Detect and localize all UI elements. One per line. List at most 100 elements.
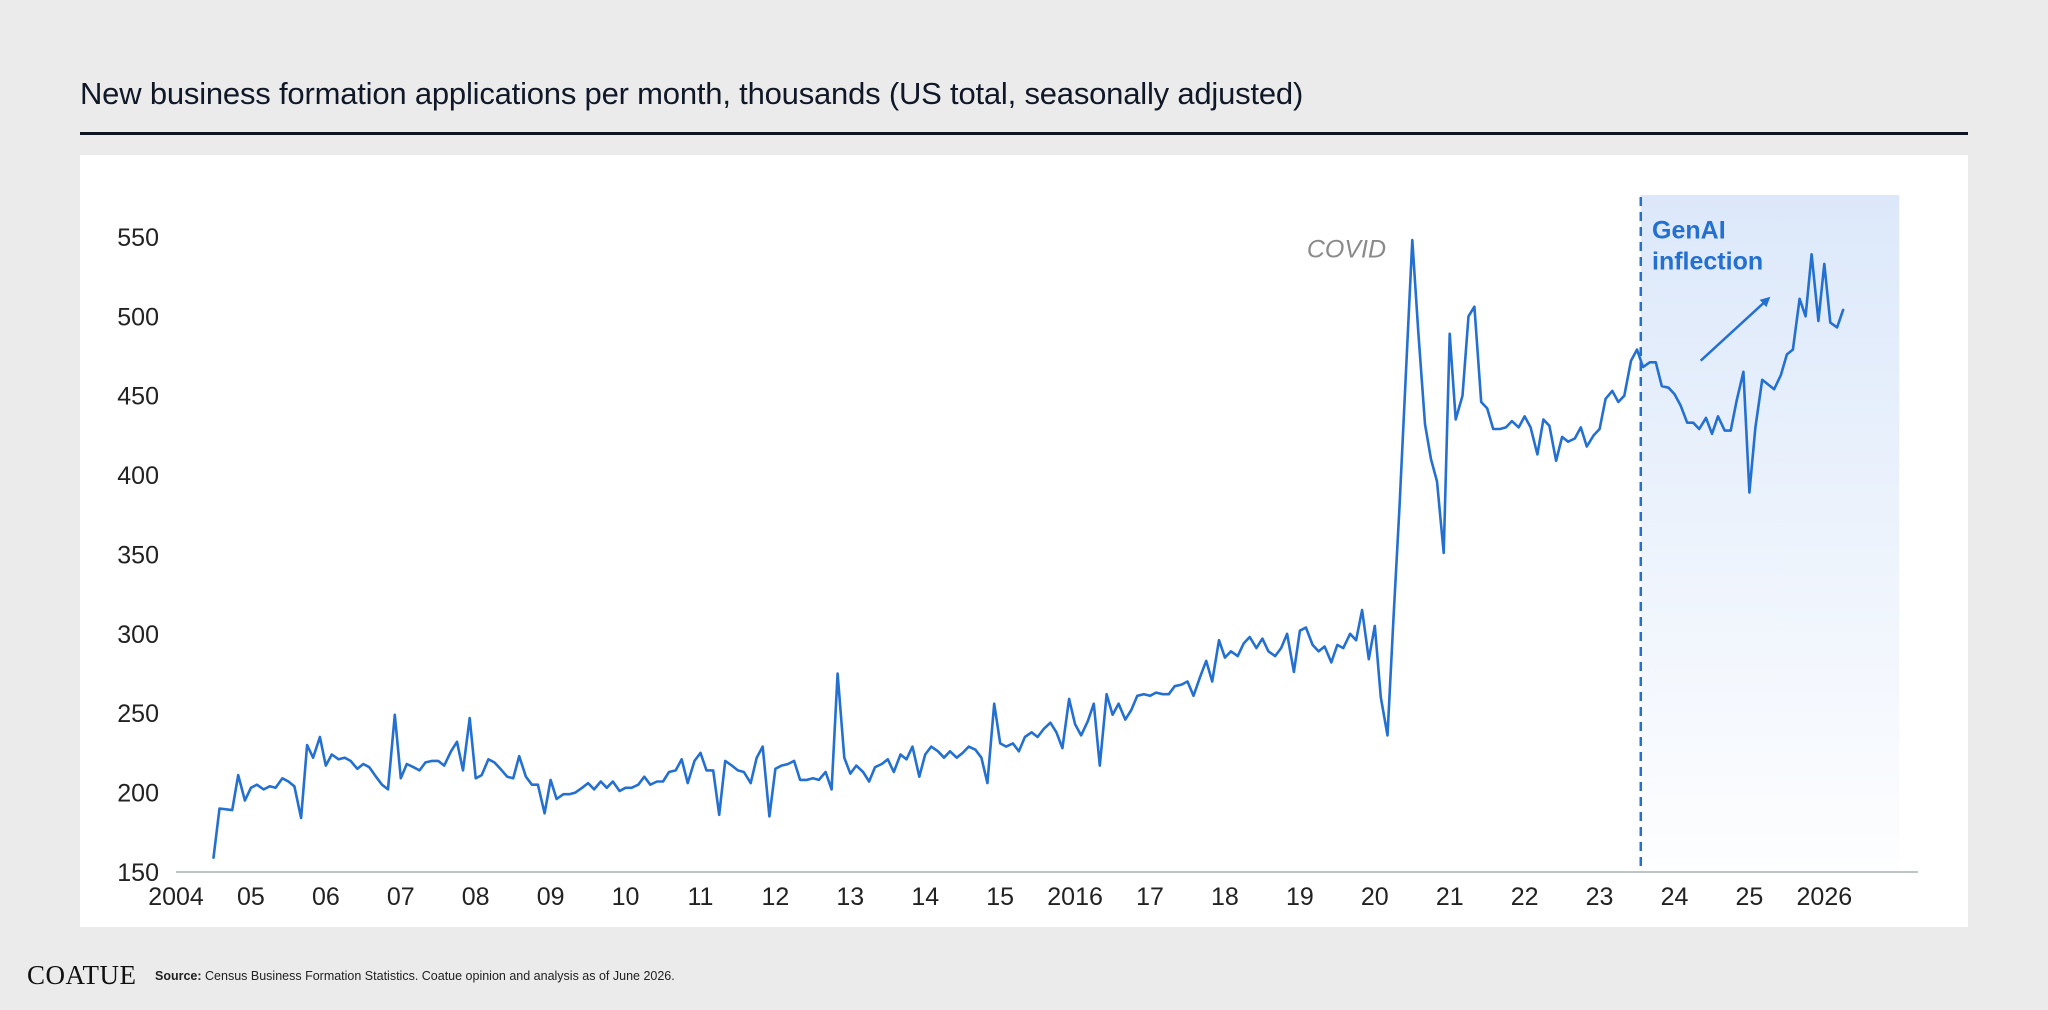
- data-point: [431, 760, 433, 762]
- data-point: [1186, 680, 1188, 682]
- data-point: [637, 784, 639, 786]
- data-point: [274, 787, 276, 789]
- data-point: [1036, 736, 1038, 738]
- data-point: [1030, 731, 1032, 733]
- data-point: [1087, 720, 1089, 722]
- data-point: [212, 857, 214, 859]
- source-note: Source: Census Business Formation Statis…: [155, 969, 675, 983]
- x-tick-label: 21: [1436, 883, 1464, 911]
- data-point: [830, 788, 832, 790]
- data-point: [337, 758, 339, 760]
- data-point: [312, 757, 314, 759]
- series-line: [212, 238, 1845, 859]
- data-point: [424, 761, 426, 763]
- data-point: [525, 776, 527, 778]
- data-point: [1817, 320, 1819, 322]
- data-point: [812, 777, 814, 779]
- data-point: [1230, 650, 1232, 652]
- data-point: [1336, 644, 1338, 646]
- y-tick-label: 300: [117, 621, 159, 649]
- data-point: [1724, 429, 1726, 431]
- data-point: [881, 763, 883, 765]
- data-point: [1505, 426, 1507, 428]
- data-point: [499, 768, 501, 770]
- data-point: [469, 717, 471, 719]
- x-tick-label: 2004: [148, 883, 204, 911]
- x-tick-label: 09: [537, 883, 565, 911]
- data-point: [643, 776, 645, 778]
- data-point: [930, 745, 932, 747]
- data-point: [1536, 453, 1538, 455]
- data-point: [905, 758, 907, 760]
- data-point: [1692, 422, 1694, 424]
- y-tick-label: 350: [117, 541, 159, 569]
- data-point: [1810, 253, 1812, 255]
- title-divider: [80, 132, 1968, 135]
- data-point: [1748, 491, 1750, 493]
- data-point: [731, 764, 733, 766]
- data-point: [587, 782, 589, 784]
- data-point: [1642, 366, 1644, 368]
- data-point: [1255, 647, 1257, 649]
- data-point: [675, 769, 677, 771]
- data-point: [1323, 645, 1325, 647]
- data-point: [293, 785, 295, 787]
- x-tick-label: 17: [1136, 883, 1164, 911]
- data-point: [1529, 426, 1531, 428]
- data-point: [1823, 263, 1825, 265]
- data-point: [1730, 429, 1732, 431]
- data-point: [343, 757, 345, 759]
- x-tick-label: 23: [1586, 883, 1614, 911]
- x-tick-label: 12: [761, 883, 789, 911]
- y-tick-label: 450: [117, 383, 159, 411]
- data-point: [412, 766, 414, 768]
- data-point: [806, 779, 808, 781]
- data-point: [1130, 709, 1132, 711]
- data-point: [1518, 426, 1520, 428]
- data-point: [1836, 326, 1838, 328]
- data-point: [943, 757, 945, 759]
- data-point: [1592, 434, 1594, 436]
- data-point: [1449, 333, 1451, 335]
- data-point: [1548, 425, 1550, 427]
- data-point: [1655, 361, 1657, 363]
- data-point: [518, 755, 520, 757]
- line-chart: 150 200 250 300 350 400 450 500 550 2004 05 06 07 08 0…: [117, 195, 1918, 911]
- data-point: [237, 774, 239, 776]
- data-point: [512, 777, 514, 779]
- x-tick-label: 20: [1361, 883, 1389, 911]
- data-point: [1286, 633, 1288, 635]
- data-point: [993, 703, 995, 705]
- data-point: [1042, 728, 1044, 730]
- data-point: [724, 760, 726, 762]
- data-point: [1174, 685, 1176, 687]
- data-point: [375, 776, 377, 778]
- data-point: [287, 780, 289, 782]
- data-point: [1317, 650, 1319, 652]
- data-point: [581, 787, 583, 789]
- x-tick-label: 24: [1661, 883, 1689, 911]
- data-point: [325, 764, 327, 766]
- data-point: [250, 787, 252, 789]
- data-point: [1018, 750, 1020, 752]
- data-point: [656, 780, 658, 782]
- data-point: [231, 809, 233, 811]
- data-point: [1611, 390, 1613, 392]
- data-point: [949, 750, 951, 752]
- data-point: [400, 777, 402, 779]
- data-point: [1311, 644, 1313, 646]
- data-point: [1417, 331, 1419, 333]
- data-point: [1424, 423, 1426, 425]
- data-point: [787, 763, 789, 765]
- data-point: [1767, 383, 1769, 385]
- data-point: [394, 714, 396, 716]
- data-point: [918, 776, 920, 778]
- data-point: [574, 791, 576, 793]
- x-tick-label: 13: [836, 883, 864, 911]
- data-point: [263, 788, 265, 790]
- data-point: [487, 758, 489, 760]
- data-point: [774, 768, 776, 770]
- data-point: [1467, 315, 1469, 317]
- data-point: [244, 799, 246, 801]
- data-point: [1455, 418, 1457, 420]
